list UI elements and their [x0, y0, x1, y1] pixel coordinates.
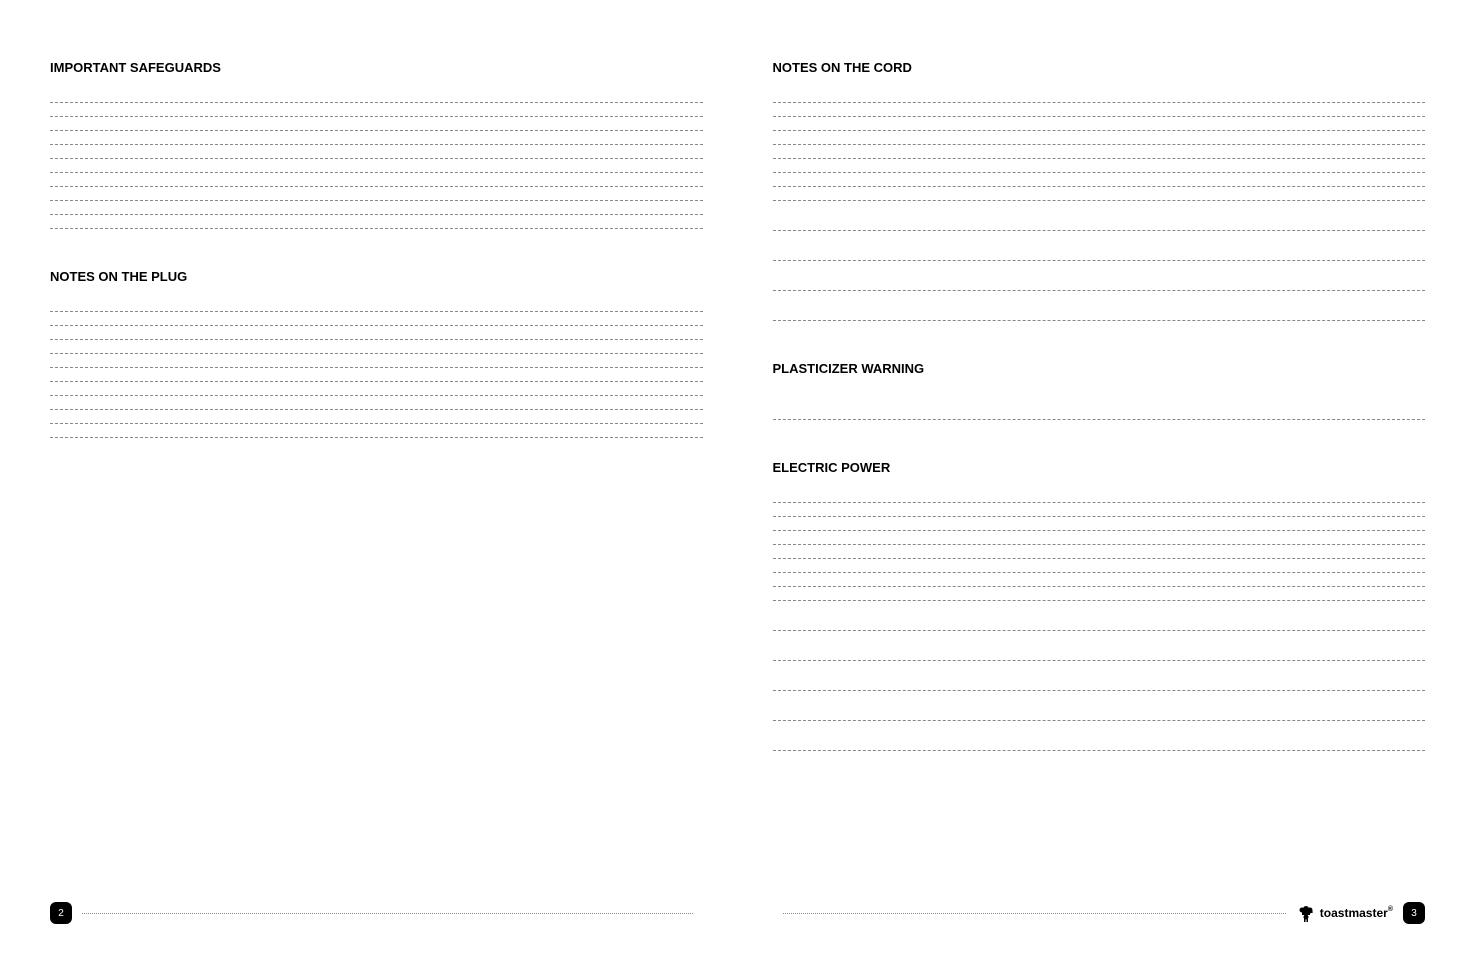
- write-line: [773, 517, 1426, 531]
- write-line: [773, 145, 1426, 159]
- write-line: [50, 368, 703, 382]
- write-line: [773, 131, 1426, 145]
- write-line: [773, 291, 1426, 321]
- left-sections-container: IMPORTANT SAFEGUARDS NOTES ON THE PLUG: [50, 60, 703, 438]
- write-line: [50, 410, 703, 424]
- write-line: [50, 159, 703, 173]
- footer-rule-right: [783, 913, 1286, 914]
- write-line: [50, 424, 703, 438]
- brand-name: toastmaster®: [1320, 906, 1393, 920]
- write-line: [773, 545, 1426, 559]
- write-line: [773, 587, 1426, 601]
- write-line: [773, 631, 1426, 661]
- write-line: [773, 691, 1426, 721]
- section-title: NOTES ON THE PLUG: [50, 269, 703, 284]
- section-title: PLASTICIZER WARNING: [773, 361, 1426, 376]
- footer-rule-left: [82, 913, 693, 914]
- write-line: [50, 131, 703, 145]
- write-line: [50, 103, 703, 117]
- section: ELECTRIC POWER: [773, 460, 1426, 751]
- right-page: NOTES ON THE CORD PLASTICIZER WARNING ELEC…: [738, 0, 1475, 954]
- write-line: [773, 390, 1426, 420]
- chef-icon: [1296, 903, 1316, 923]
- write-line: [50, 326, 703, 340]
- section: NOTES ON THE PLUG: [50, 269, 703, 438]
- brand-logo: toastmaster®: [1296, 903, 1393, 923]
- write-line: [773, 261, 1426, 291]
- write-line: [773, 173, 1426, 187]
- write-line: [773, 721, 1426, 751]
- write-line: [773, 661, 1426, 691]
- write-line: [773, 503, 1426, 517]
- write-line: [773, 89, 1426, 103]
- write-line: [50, 382, 703, 396]
- write-line: [50, 201, 703, 215]
- section-title: ELECTRIC POWER: [773, 460, 1426, 475]
- write-line: [773, 201, 1426, 231]
- write-line: [50, 354, 703, 368]
- write-line: [50, 187, 703, 201]
- write-line: [50, 215, 703, 229]
- write-line: [773, 159, 1426, 173]
- page-number-right: 3: [1403, 902, 1425, 924]
- write-line: [773, 559, 1426, 573]
- write-line: [773, 117, 1426, 131]
- write-line: [50, 145, 703, 159]
- page-spread: IMPORTANT SAFEGUARDSNOTES ON THE PLUG 2 …: [0, 0, 1475, 954]
- section: NOTES ON THE CORD: [773, 60, 1426, 321]
- write-line: [50, 312, 703, 326]
- page-number-left: 2: [50, 902, 72, 924]
- write-line: [773, 531, 1426, 545]
- write-line: [50, 396, 703, 410]
- section: IMPORTANT SAFEGUARDS: [50, 60, 703, 229]
- write-line: [773, 103, 1426, 117]
- write-line: [773, 601, 1426, 631]
- write-line: [773, 573, 1426, 587]
- section: PLASTICIZER WARNING: [773, 361, 1426, 420]
- section-title: IMPORTANT SAFEGUARDS: [50, 60, 703, 75]
- right-footer: toastmaster® 3: [773, 902, 1426, 924]
- write-line: [50, 298, 703, 312]
- left-footer: 2: [50, 902, 703, 924]
- write-line: [773, 489, 1426, 503]
- write-line: [773, 231, 1426, 261]
- write-line: [773, 187, 1426, 201]
- write-line: [50, 340, 703, 354]
- section-title: NOTES ON THE CORD: [773, 60, 1426, 75]
- write-line: [50, 173, 703, 187]
- write-line: [50, 117, 703, 131]
- left-page: IMPORTANT SAFEGUARDS NOTES ON THE PLUG 2: [0, 0, 738, 954]
- write-line: [50, 89, 703, 103]
- right-sections-container: NOTES ON THE CORD PLASTICIZER WARNING ELEC…: [773, 60, 1426, 751]
